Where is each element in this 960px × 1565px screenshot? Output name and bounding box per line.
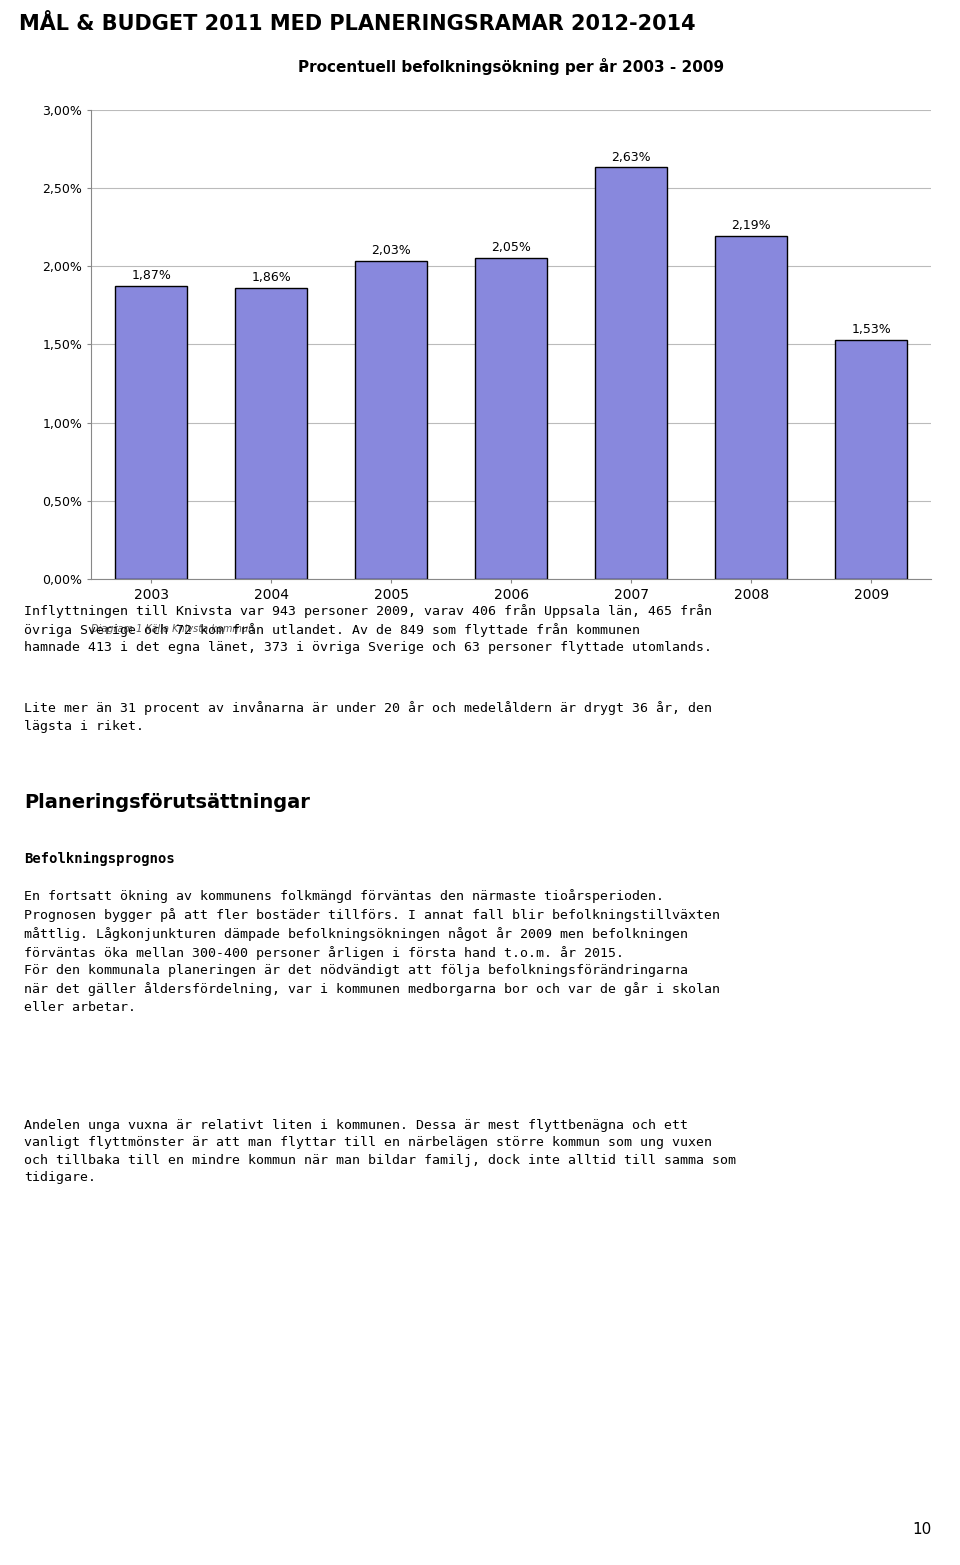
Text: Lite mer än 31 procent av invånarna är under 20 år och medelåldern är drygt 36 å: Lite mer än 31 procent av invånarna är u…: [24, 701, 712, 732]
Text: Planeringsförutsättningar: Planeringsförutsättningar: [24, 793, 310, 812]
Text: Andelen unga vuxna är relativt liten i kommunen. Dessa är mest flyttbenägna och : Andelen unga vuxna är relativt liten i k…: [24, 1119, 736, 1185]
Text: 2,03%: 2,03%: [372, 244, 411, 258]
Bar: [355, 261, 427, 579]
Text: 2,19%: 2,19%: [732, 219, 771, 232]
Text: Procentuell befolkningsökning per år 2003 - 2009: Procentuell befolkningsökning per år 200…: [299, 58, 724, 75]
Text: 2,63%: 2,63%: [612, 150, 651, 164]
Bar: [715, 236, 787, 579]
Text: Inflyttningen till Knivsta var 943 personer 2009, varav 406 från Uppsala län, 46: Inflyttningen till Knivsta var 943 perso…: [24, 604, 712, 654]
Text: 1,53%: 1,53%: [852, 322, 891, 335]
Text: 10: 10: [912, 1521, 931, 1537]
Text: MÅL & BUDGET 2011 MED PLANERINGSRAMAR 2012-2014: MÅL & BUDGET 2011 MED PLANERINGSRAMAR 20…: [19, 14, 696, 34]
Bar: [835, 340, 907, 579]
Text: En fortsatt ökning av kommunens folkmängd förväntas den närmaste tioårsperioden.: En fortsatt ökning av kommunens folkmäng…: [24, 889, 720, 1014]
Text: 1,87%: 1,87%: [132, 269, 171, 282]
Bar: [595, 167, 667, 579]
Text: Diagram 1 Källa Knivsta kommun: Diagram 1 Källa Knivsta kommun: [91, 623, 254, 634]
Text: 2,05%: 2,05%: [492, 241, 531, 254]
Bar: [475, 258, 547, 579]
Text: Befolkningsprognos: Befolkningsprognos: [24, 851, 175, 865]
Bar: [235, 288, 307, 579]
Bar: [115, 286, 187, 579]
Text: 1,86%: 1,86%: [252, 271, 291, 283]
